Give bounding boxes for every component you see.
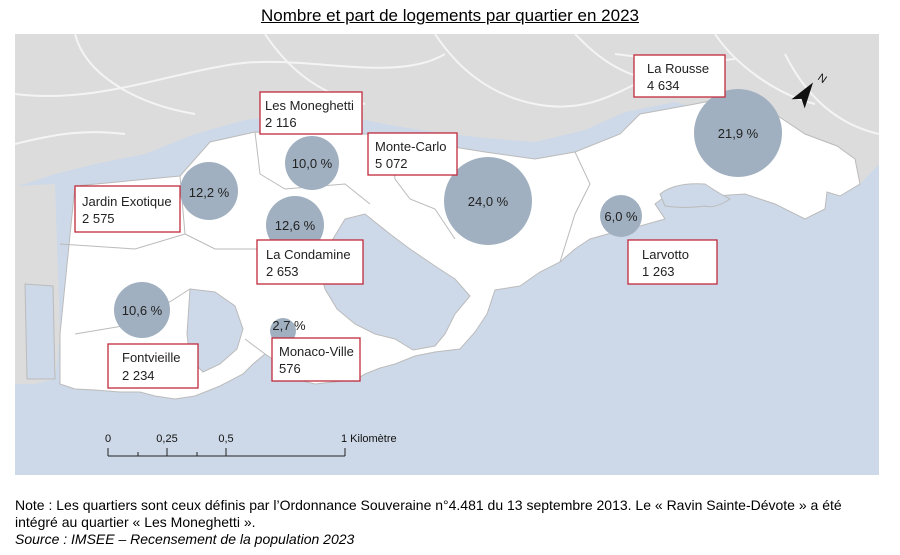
bubble-larvotto [600, 195, 642, 237]
north-arrow-icon [791, 82, 814, 109]
scale-tick-025: 0,25 [156, 433, 177, 445]
map-title: Nombre et part de logements par quartier… [260, 6, 639, 25]
value-larvotto: 1 263 [642, 264, 675, 279]
bubble-monte-carlo [444, 157, 532, 245]
value-les-moneghetti: 2 116 [265, 115, 297, 130]
surrounding-land [15, 34, 879, 384]
share-les-moneghetti: 10,0 % [292, 156, 333, 171]
bubble-jardin-exotique [180, 162, 238, 220]
quarter-label-boxes [74, 54, 726, 389]
box-la-condamine [256, 239, 364, 285]
name-la-condamine: La Condamine [266, 247, 351, 262]
name-fontvieille: Fontvieille [122, 350, 181, 365]
notes-block: Note : Les quartiers sont ceux définis p… [15, 497, 885, 548]
share-labels: 10,0 % 24,0 % 21,9 % 12,2 % 12,6 % 6,0 %… [122, 126, 759, 333]
scale-tick-0: 0 [105, 433, 111, 445]
box-les-moneghetti [259, 91, 363, 135]
share-monte-carlo: 24,0 % [468, 194, 509, 209]
box-monte-carlo [367, 132, 458, 176]
scale-tick-1: 1 Kilomètre [341, 433, 397, 445]
share-la-condamine: 12,6 % [275, 218, 316, 233]
share-larvotto: 6,0 % [604, 209, 638, 224]
share-jardin-exotique: 12,2 % [189, 185, 230, 200]
bubble-fontvieille [114, 282, 170, 338]
value-la-rousse: 4 634 [647, 78, 680, 93]
name-la-rousse: La Rousse [647, 61, 709, 76]
box-la-rousse [633, 54, 726, 98]
roads [15, 34, 879, 145]
share-bubbles [114, 89, 782, 344]
value-jardin-exotique: 2 575 [82, 211, 115, 226]
value-la-condamine: 2 653 [266, 264, 299, 279]
box-fontvieille [107, 343, 199, 389]
name-larvotto: Larvotto [642, 247, 689, 262]
cap-dail-port [24, 283, 56, 380]
name-les-moneghetti: Les Moneghetti [265, 98, 354, 113]
share-fontvieille: 10,6 % [122, 303, 163, 318]
share-monaco-ville: 2,7 % [272, 318, 306, 333]
value-fontvieille: 2 234 [122, 368, 155, 383]
bubble-les-moneghetti [285, 136, 339, 190]
box-jardin-exotique [74, 185, 181, 233]
larvotto-beach [659, 183, 731, 208]
box-larvotto [627, 239, 718, 285]
box-monaco-ville [271, 337, 361, 382]
source-text: Source : IMSEE – Recensement de la popul… [15, 531, 355, 547]
scale-bar [107, 448, 346, 457]
value-monaco-ville: 576 [279, 361, 301, 376]
name-jardin-exotique: Jardin Exotique [82, 194, 172, 209]
share-la-rousse: 21,9 % [718, 126, 759, 141]
scale-tick-05: 0,5 [218, 433, 233, 445]
value-monte-carlo: 5 072 [375, 156, 408, 171]
bubble-la-rousse [694, 89, 782, 177]
note-text: Note : Les quartiers sont ceux définis p… [15, 497, 842, 530]
name-monaco-ville: Monaco-Ville [279, 344, 354, 359]
quarter-labels: Les Moneghetti 2 116 Monte-Carlo 5 072 L… [82, 61, 709, 383]
name-monte-carlo: Monte-Carlo [375, 139, 447, 154]
map-figure: 10,0 % 24,0 % 21,9 % 12,2 % 12,6 % 6,0 %… [15, 34, 879, 475]
